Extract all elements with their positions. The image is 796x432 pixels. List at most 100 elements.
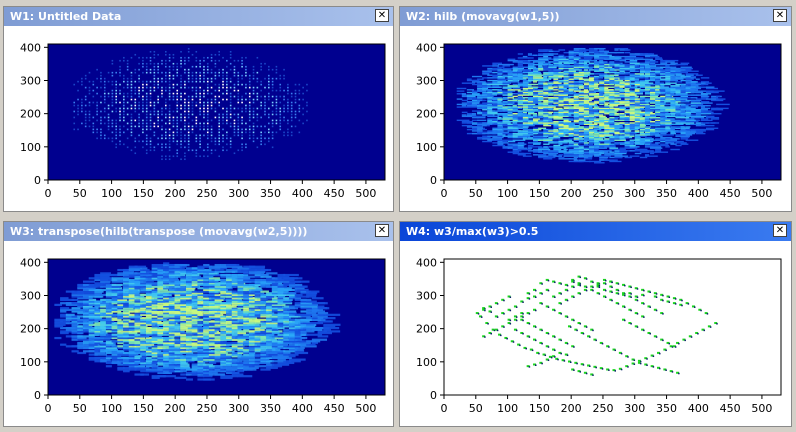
- heatmap-cell: [271, 348, 281, 351]
- heatmap-cell: [180, 327, 188, 330]
- heatmap-cell: [260, 89, 262, 92]
- heatmap-cell: [283, 131, 285, 134]
- heatmap-cell: [655, 102, 663, 104]
- heatmap-cell: [161, 59, 163, 62]
- heatmap-cell: [502, 139, 511, 141]
- heatmap-cell: [138, 113, 140, 116]
- heatmap-cell: [96, 128, 98, 131]
- heatmap-cell: [115, 110, 117, 113]
- heatmap-cell: [180, 98, 182, 101]
- heatmap-cell: [594, 140, 599, 143]
- heatmap-cell: [92, 116, 95, 119]
- heatmap-cell: [573, 143, 578, 145]
- heatmap-cell: [134, 92, 137, 95]
- window-w2-titlebar[interactable]: W2: hilb (movavg(w1,5)) ✕: [400, 7, 791, 26]
- heatmap-cell: [497, 101, 502, 103]
- heatmap-cell: [609, 106, 614, 108]
- heatmap-cell: [254, 341, 266, 345]
- heatmap-cell: [644, 66, 652, 68]
- heatmap-cell: [218, 119, 221, 122]
- heatmap-cell: [482, 70, 492, 72]
- heatmap-cell: [482, 86, 491, 88]
- close-icon[interactable]: ✕: [375, 224, 389, 237]
- heatmap-cell: [599, 110, 607, 112]
- heatmap-cell: [168, 323, 179, 326]
- heatmap-cell: [176, 65, 179, 68]
- heatmap-cell: [288, 338, 298, 341]
- heatmap-cell: [203, 360, 214, 363]
- heatmap-cell: [578, 132, 588, 135]
- heatmap-cell: [233, 68, 236, 71]
- heatmap-cell: [629, 65, 638, 67]
- heatmap-cell: [665, 107, 674, 110]
- heatmap-cell: [680, 122, 695, 124]
- heatmap-cell: [222, 122, 224, 125]
- heatmap-cell: [527, 86, 539, 88]
- heatmap-cell: [119, 113, 121, 116]
- heatmap-cell: [88, 338, 100, 341]
- heatmap-cell: [172, 56, 175, 59]
- heatmap-cell: [522, 85, 532, 87]
- heatmap-cell: [208, 358, 221, 361]
- window-w3[interactable]: W3: transpose(hilb(transpose (movavg(w2,…: [3, 221, 394, 427]
- heatmap-cell: [300, 325, 316, 328]
- heatmap-cell: [487, 122, 495, 124]
- heatmap-cell: [614, 126, 624, 128]
- heatmap-cell: [507, 93, 516, 95]
- heatmap-cell: [229, 125, 232, 128]
- heatmap-cell: [306, 89, 308, 92]
- heatmap-cell: [214, 351, 228, 355]
- heatmap-cell: [245, 110, 247, 113]
- heatmap-cell: [100, 77, 102, 80]
- heatmap-cell: [527, 142, 534, 144]
- heatmap-cell: [220, 331, 231, 335]
- heatmap-cell: [149, 110, 152, 113]
- heatmap-cell: [497, 103, 504, 106]
- heatmap-cell: [594, 135, 599, 137]
- heatmap-cell: [553, 78, 559, 80]
- heatmap-cell: [563, 112, 568, 115]
- heatmap-cell: [680, 107, 691, 110]
- heatmap-cell: [634, 127, 640, 129]
- heatmap-cell: [558, 66, 568, 68]
- heatmap-cell: [191, 320, 202, 323]
- heatmap-cell: [157, 307, 167, 310]
- window-w1-titlebar[interactable]: W1: Untitled Data ✕: [4, 7, 393, 26]
- heatmap-cell: [187, 125, 190, 128]
- heatmap-cell: [578, 107, 586, 110]
- heatmap-cell: [145, 98, 148, 101]
- window-w2[interactable]: W2: hilb (movavg(w1,5)) ✕ 0 50 100 150 200 25…: [399, 6, 792, 212]
- heatmap-cell: [512, 87, 527, 90]
- heatmap-cell: [77, 98, 79, 101]
- heatmap-cell: [604, 151, 609, 153]
- heatmap-cell: [140, 346, 149, 350]
- heatmap-cell: [502, 63, 514, 66]
- heatmap-cell: [142, 86, 144, 89]
- window-w3-titlebar[interactable]: W3: transpose(hilb(transpose (movavg(w2,…: [4, 222, 393, 241]
- heatmap-cell: [145, 353, 158, 356]
- close-icon[interactable]: ✕: [773, 9, 787, 22]
- heatmap-cell: [128, 368, 137, 371]
- close-icon[interactable]: ✕: [375, 9, 389, 22]
- heatmap-cell: [130, 71, 133, 74]
- heatmap-cell: [140, 366, 147, 370]
- heatmap-cell: [650, 124, 658, 127]
- heatmap-cell: [123, 131, 125, 134]
- heatmap-cell: [115, 146, 117, 149]
- heatmap-cell: [665, 130, 674, 132]
- heatmap-cell: [655, 66, 662, 68]
- heatmap-cell: [563, 135, 574, 137]
- heatmap-cell: [599, 103, 604, 106]
- heatmap-cell: [538, 59, 549, 62]
- heatmap-cell: [229, 62, 232, 65]
- heatmap-cell: [203, 56, 205, 59]
- heatmap-cell: [168, 65, 171, 68]
- heatmap-cell: [650, 152, 655, 155]
- heatmap-cell: [248, 323, 260, 326]
- heatmap-cell: [604, 71, 611, 74]
- heatmap-cell: [477, 94, 482, 96]
- heatmap-cell: [522, 61, 531, 63]
- heatmap-cell: [563, 122, 576, 124]
- window-w1[interactable]: W1: Untitled Data ✕ 0 50 100 150 200 250 300 35…: [3, 6, 394, 212]
- heatmap-cell: [568, 83, 577, 86]
